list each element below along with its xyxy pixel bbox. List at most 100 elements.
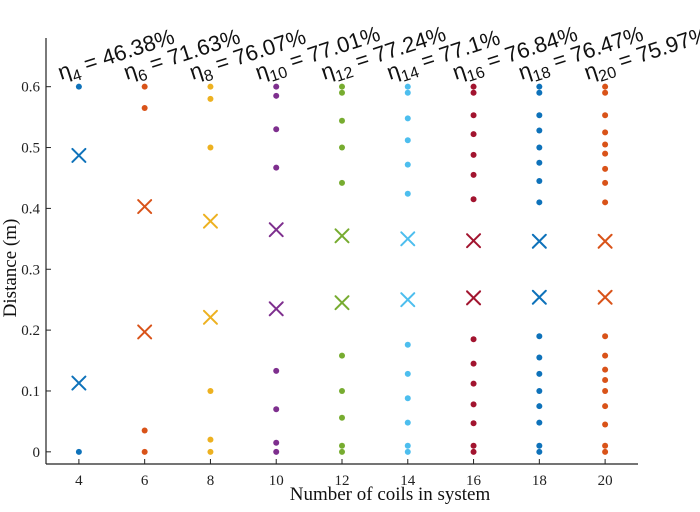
coil-point: [339, 83, 345, 90]
cross-marker: [334, 228, 350, 244]
coil-point: [602, 403, 609, 410]
cross-marker: [268, 301, 284, 317]
coil-point: [536, 354, 543, 361]
coil-point: [207, 144, 214, 151]
coil-point: [404, 190, 411, 197]
x-tick-label: 14: [400, 473, 416, 489]
coil-point: [602, 366, 609, 373]
coil-point: [536, 333, 543, 340]
coil-point: [141, 448, 148, 455]
coil-point: [536, 448, 543, 455]
x-tick-label: 18: [532, 473, 547, 489]
coil-point: [273, 83, 280, 90]
coil-point: [207, 448, 214, 455]
coil-point: [141, 83, 148, 90]
coil-point: [273, 126, 280, 133]
efficiency-labels: η4 = 46.38%η6 = 71.63%η8 = 76.07%η10 = 7…: [55, 21, 700, 86]
coil-point: [536, 442, 543, 449]
y-tick-label: 0.3: [21, 262, 40, 278]
coil-point: [470, 401, 477, 408]
coil-point: [207, 387, 214, 394]
coil-point: [207, 95, 214, 102]
coil-point: [602, 141, 609, 148]
x-tick-label: 20: [598, 473, 613, 489]
coil-point: [339, 448, 345, 455]
cross-marker: [400, 292, 416, 308]
coil-point: [404, 137, 411, 144]
y-tick-label: 0.6: [21, 80, 40, 96]
coil-point: [602, 165, 609, 172]
coil-point: [273, 448, 280, 455]
coil-point: [602, 199, 609, 206]
coil-point: [536, 387, 543, 394]
coil-point: [602, 442, 609, 449]
y-axis-label: Distance (m): [0, 219, 21, 318]
x-tick-label: 4: [75, 473, 83, 489]
cross-marker: [71, 375, 87, 391]
y-tick-label: 0.5: [21, 141, 40, 157]
coil-point: [470, 112, 477, 119]
cross-marker: [202, 213, 218, 229]
coil-point: [536, 159, 543, 166]
coil-point: [75, 83, 82, 90]
coil-point: [339, 352, 345, 359]
cross-marker: [137, 324, 153, 340]
coil-point: [273, 439, 280, 446]
coil-point: [404, 419, 411, 426]
coil-point: [602, 377, 609, 384]
coil-point: [207, 436, 214, 443]
y-tick-label: 0: [33, 445, 41, 461]
coil-point: [404, 341, 411, 348]
coil-point: [404, 89, 411, 96]
coil-point: [602, 448, 609, 455]
coil-point: [536, 403, 543, 410]
coil-point: [536, 370, 543, 377]
cross-marker: [334, 295, 350, 311]
cross-marker: [71, 147, 87, 163]
y-tick-label: 0.1: [21, 384, 40, 400]
coil-point: [470, 89, 477, 96]
axes: 4 6 8 10 12 14 16 18 20 0 0.1 0.2 0.3 0.4 0.5 0.6: [21, 38, 638, 489]
coil-point: [470, 83, 477, 90]
cross-marker: [597, 233, 613, 249]
coil-point: [470, 380, 477, 387]
coil-point: [536, 83, 543, 90]
coil-point: [602, 83, 609, 90]
coil-point: [273, 92, 280, 99]
coil-point: [470, 360, 477, 367]
coil-point: [536, 89, 543, 96]
coil-point: [470, 448, 477, 455]
coil-point: [470, 420, 477, 427]
y-tick-label: 0.2: [21, 323, 40, 339]
coil-point: [470, 442, 477, 449]
coil-point: [207, 83, 214, 90]
x-tick-label: 6: [141, 473, 149, 489]
coil-point: [602, 112, 609, 119]
coil-point: [273, 367, 280, 374]
coil-point: [536, 178, 543, 185]
coil-point: [141, 104, 148, 111]
coil-point: [602, 129, 609, 136]
x-tick-label: 12: [335, 473, 350, 489]
coil-point: [404, 83, 411, 90]
coil-point: [273, 164, 280, 171]
coil-point: [339, 89, 345, 96]
cross-marker: [268, 222, 284, 238]
cross-marker: [137, 199, 153, 215]
coil-point: [404, 161, 411, 168]
coil-point: [404, 442, 411, 449]
cross-marker: [466, 290, 482, 306]
coil-point: [339, 387, 345, 394]
data-marks: [71, 83, 613, 455]
coil-point: [470, 131, 477, 138]
coil-point: [470, 336, 477, 343]
cross-marker: [202, 309, 218, 325]
coil-point: [602, 387, 609, 394]
coil-point: [602, 179, 609, 186]
cross-marker: [400, 231, 416, 247]
coil-point: [339, 144, 345, 151]
x-tick-label: 8: [207, 473, 215, 489]
coil-point: [602, 150, 609, 157]
coil-point: [536, 112, 543, 119]
cross-marker: [531, 233, 547, 249]
